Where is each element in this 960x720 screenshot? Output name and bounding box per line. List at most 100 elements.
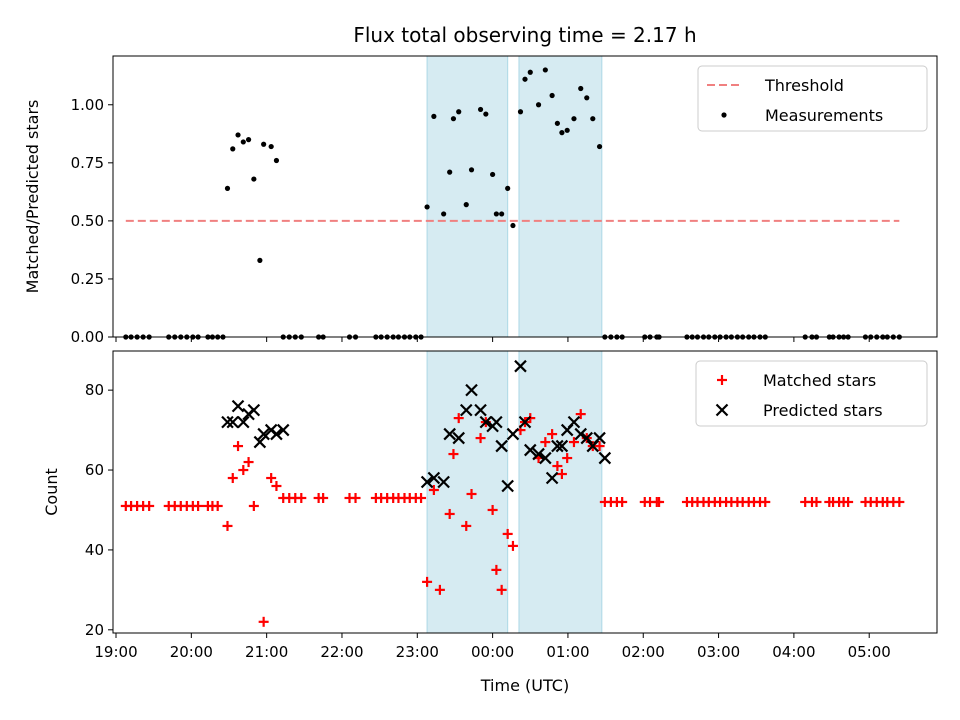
matched-star-point-10 [193, 500, 204, 511]
matched-star-point-53 [502, 528, 513, 539]
count-panel: 20 40 60 80 19:00 20:00 21:00 22:00 23:00 00:00 0… [42, 350, 938, 661]
matched-star-point-40 [422, 576, 433, 587]
matched-star-point-22 [271, 481, 282, 492]
legend-predicted-swatch [715, 403, 729, 417]
matched-star-point-94 [811, 496, 822, 507]
predicted-star-point-9 [270, 427, 283, 441]
matched-star-point-15 [227, 473, 238, 484]
matched-star-point-48 [475, 433, 486, 444]
matched-star-point-60 [547, 429, 558, 440]
ratio-y-tick-label-1: 0.25 [71, 270, 104, 288]
count-panel-frame [112, 350, 938, 634]
measurement-point-45 [447, 169, 453, 175]
measurement-point-15 [224, 185, 231, 191]
matched-star-point-64 [568, 437, 579, 448]
legend-measurement-swatch [721, 112, 727, 118]
measurement-point-51 [483, 111, 489, 117]
predicted-star-point-39 [598, 451, 612, 465]
x-tick-label-1: 20:00 [170, 643, 213, 661]
matched-star-point-39 [416, 492, 427, 503]
matched-star-point-68 [594, 441, 605, 452]
measurement-point-21 [257, 257, 263, 263]
measurement-point-62 [549, 92, 555, 99]
matched-star-point-91 [760, 496, 771, 507]
predicted-star-point-15 [452, 431, 465, 445]
ratio-panel: 0.00 0.25 0.50 0.75 1.00 Matched/Predicted s… [23, 55, 938, 346]
predicted-star-point-34 [567, 415, 581, 429]
ratio-y-ticks: 0.00 0.25 0.50 0.75 1.00 [71, 96, 113, 346]
predicted-star-point-29 [539, 451, 552, 465]
x-tick-label-6: 01:00 [546, 643, 589, 661]
x-tick-label-0: 19:00 [94, 643, 137, 661]
predicted-star-point-7 [257, 427, 270, 441]
ratio-panel-frame [112, 55, 938, 338]
predicted-star-point-6 [253, 435, 267, 449]
matched-star-point-52 [496, 584, 507, 595]
predicted-star-point-38 [593, 431, 606, 445]
measurement-point-63 [554, 120, 560, 126]
matched-star-point-13 [212, 500, 223, 511]
ratio-y-axis-label: Matched/Predicted stars [23, 100, 42, 294]
matched-star-point-45 [453, 413, 464, 424]
measurement-point-19 [245, 137, 252, 143]
measurement-point-59 [527, 69, 533, 75]
measurement-point-47 [456, 109, 462, 115]
matched-star-point-72 [617, 496, 628, 507]
matched-star-point-51 [491, 564, 502, 575]
measurement-point-18 [240, 139, 246, 145]
measurement-point-42 [424, 204, 430, 210]
measurement-point-50 [477, 106, 484, 113]
matched-star-point-46 [461, 520, 472, 531]
count-legend-label-0: Matched stars [763, 371, 876, 390]
ratio-y-tick-label-4: 1.00 [71, 96, 104, 114]
predicted-star-point-24 [506, 427, 520, 441]
count-legend-label-1: Predicted stars [763, 401, 883, 420]
measurement-point-56 [510, 222, 516, 229]
x-tick-label-10: 05:00 [848, 643, 891, 661]
predicted-star-point-26 [518, 415, 532, 429]
measurement-point-54 [499, 211, 505, 217]
matched-star-point-63 [562, 453, 573, 464]
predicted-star-point-28 [532, 447, 545, 461]
measurement-point-48 [463, 202, 469, 208]
matched-star-point-18 [243, 457, 254, 468]
predicted-star-point-2 [231, 399, 245, 413]
predicted-star-point-22 [495, 439, 508, 453]
count-marks [120, 359, 905, 627]
measurement-point-52 [490, 171, 496, 178]
count-y-tick-label-1: 40 [85, 541, 104, 559]
count-legend: Matched stars Predicted stars [695, 360, 928, 427]
measurement-point-24 [273, 157, 280, 164]
ratio-highlight-bands [426, 55, 603, 338]
measurement-point-46 [450, 116, 457, 122]
measurement-point-20 [251, 176, 257, 182]
predicted-star-point-19 [479, 415, 493, 429]
measurement-point-67 [578, 85, 584, 92]
count-y-ticks: 20 40 60 80 [85, 381, 113, 639]
predicted-star-point-11 [420, 475, 434, 489]
matched-star-point-17 [238, 465, 249, 476]
predicted-star-point-30 [545, 471, 559, 485]
measurement-point-17 [235, 132, 241, 138]
x-axis-label: Time (UTC) [480, 676, 569, 695]
ratio-legend-label-0: Threshold [764, 76, 844, 95]
matched-star-point-26 [296, 492, 307, 503]
matched-star-point-61 [552, 461, 563, 472]
measurement-point-49 [468, 167, 475, 173]
measurement-point-64 [559, 130, 565, 136]
matched-star-point-4 [144, 500, 155, 511]
measurement-point-55 [505, 185, 511, 191]
measurement-point-43 [431, 113, 437, 119]
ratio-y-tick-label-0: 0.00 [71, 328, 104, 346]
predicted-star-point-32 [555, 439, 569, 453]
x-tick-label-5: 00:00 [471, 643, 514, 661]
measurement-point-70 [596, 143, 603, 150]
measurement-point-16 [230, 146, 236, 152]
measurement-point-65 [564, 127, 570, 133]
count-y-axis-label: Count [42, 468, 61, 516]
x-tick-label-8: 03:00 [697, 643, 740, 661]
predicted-star-point-18 [474, 403, 487, 417]
ratio-band-0 [426, 55, 509, 338]
matched-star-point-106 [894, 496, 905, 507]
